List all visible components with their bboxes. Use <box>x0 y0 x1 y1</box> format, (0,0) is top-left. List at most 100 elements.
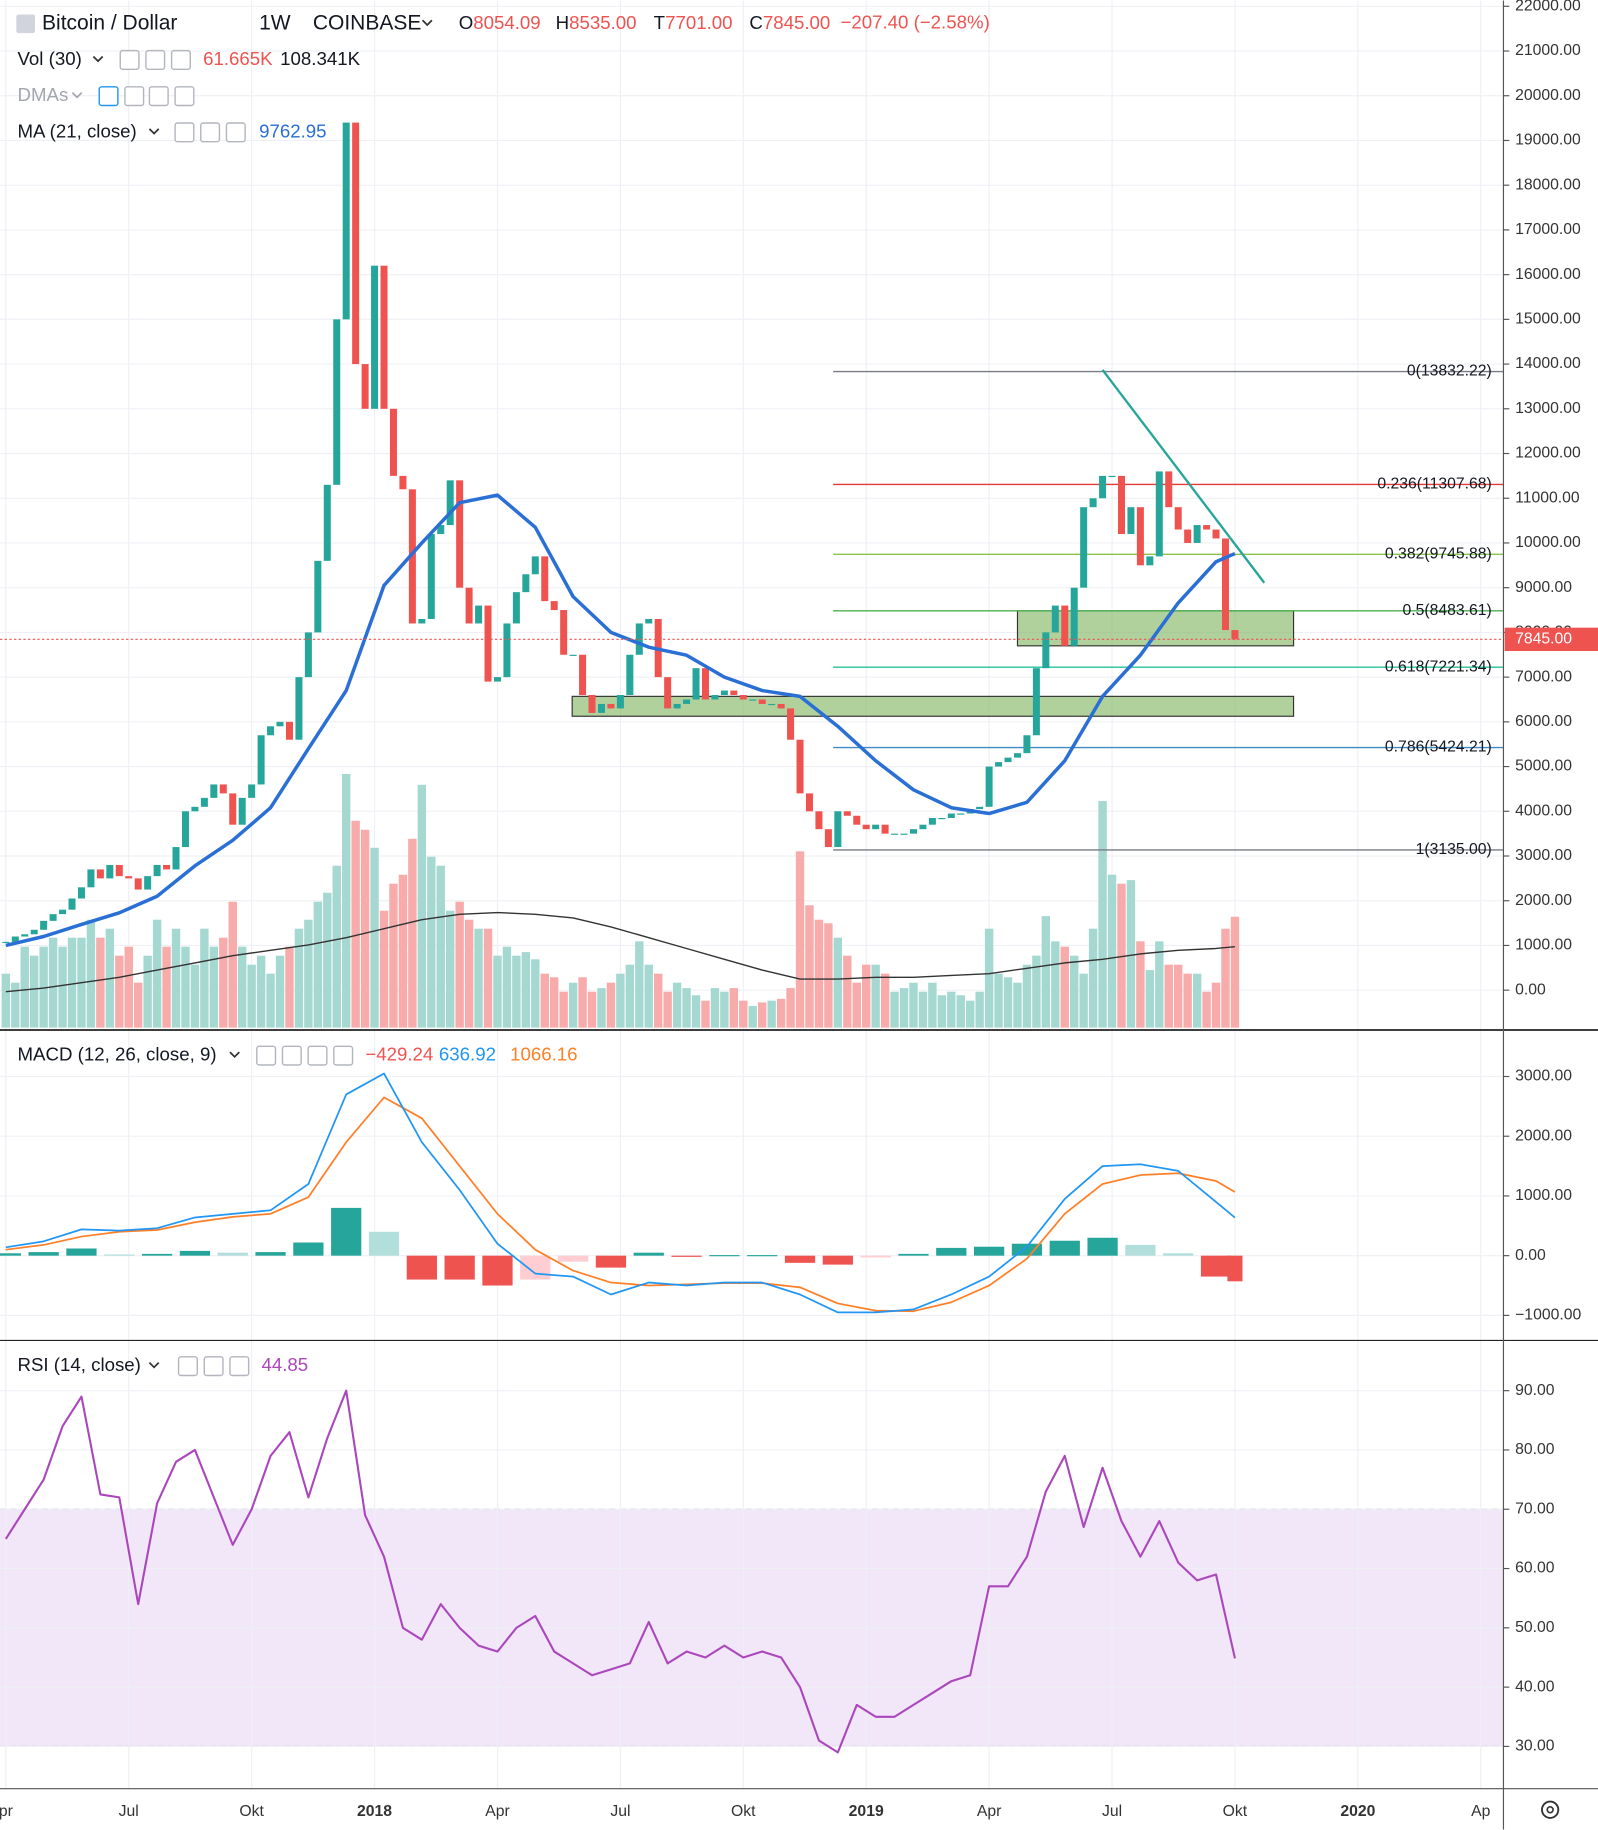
candle <box>493 677 501 682</box>
dropdown-chevron[interactable] <box>71 92 83 99</box>
candle <box>87 869 95 888</box>
candle <box>692 668 700 700</box>
candle <box>238 797 246 825</box>
candle <box>909 829 917 834</box>
volume-bar <box>1013 982 1022 1028</box>
y-tick-label: 6000.00 <box>1515 713 1572 730</box>
volume-bar <box>464 919 474 1028</box>
macd-name[interactable]: MACD (12, 26, close, 9) <box>18 1044 217 1065</box>
dropdown-chevron[interactable] <box>92 55 104 63</box>
visibility-button[interactable] <box>98 86 119 107</box>
candle <box>1136 507 1144 566</box>
candle <box>191 806 199 812</box>
visibility-button[interactable] <box>177 1356 198 1377</box>
visibility-button[interactable] <box>256 1045 277 1066</box>
candle <box>11 936 19 942</box>
candle <box>59 909 67 915</box>
fib-label: 0(13832.22) <box>1407 363 1492 380</box>
settings-button[interactable] <box>203 1356 224 1377</box>
remove-button[interactable] <box>174 86 195 107</box>
volume-bar <box>521 952 531 1028</box>
candle <box>1203 525 1211 530</box>
source-button[interactable] <box>307 1045 328 1066</box>
quote-low: T7701.00 <box>654 12 733 33</box>
visibility-button[interactable] <box>119 49 140 71</box>
settings-button[interactable] <box>124 86 145 107</box>
volume-bar <box>918 991 928 1028</box>
remove-button[interactable] <box>170 49 191 71</box>
volume-bar <box>587 991 597 1028</box>
fib-label: 0.618(7221.34) <box>1385 658 1492 675</box>
candle <box>418 618 426 624</box>
macd-histogram-bar <box>141 1253 173 1256</box>
macd-histogram-bar <box>1049 1240 1080 1256</box>
macd-histogram-bar <box>595 1255 627 1268</box>
macd-histogram-bar <box>1011 1243 1043 1256</box>
volume-bar <box>512 955 521 1028</box>
volume-bar <box>1107 874 1117 1028</box>
y-tick-label: 21000.00 <box>1515 42 1581 59</box>
candle <box>938 817 946 820</box>
y-tick-label: 7000.00 <box>1515 668 1572 685</box>
ma-name[interactable]: MA (21, close) <box>18 120 137 141</box>
volume-bar <box>58 946 67 1028</box>
candle <box>957 813 965 815</box>
candle <box>295 677 303 740</box>
y-tick-label: 12000.00 <box>1515 445 1581 462</box>
symbol-title[interactable]: Bitcoin / Dollar <box>42 11 177 34</box>
volume-bar <box>483 928 493 1028</box>
volume-bar <box>758 1002 767 1028</box>
dropdown-chevron[interactable] <box>229 1051 240 1059</box>
visibility-button[interactable] <box>174 122 195 143</box>
volume-bar <box>1041 916 1051 1028</box>
candle <box>1108 475 1116 478</box>
remove-button[interactable] <box>229 1356 250 1377</box>
candle <box>40 920 48 930</box>
candle <box>541 556 549 602</box>
remove-button[interactable] <box>333 1045 354 1066</box>
settings-icon[interactable] <box>1541 1800 1560 1819</box>
candle <box>219 784 227 794</box>
volume-bar <box>880 973 890 1028</box>
interval[interactable]: 1W <box>259 11 291 34</box>
x-tick-label: Ap <box>1471 1803 1491 1820</box>
settings-button[interactable] <box>281 1045 302 1066</box>
rsi-value: 44.85 <box>261 1354 308 1375</box>
candle <box>891 833 899 835</box>
volume-bar <box>1164 964 1173 1028</box>
candle <box>664 677 672 709</box>
volume-bar <box>1136 941 1145 1028</box>
y-tick-label: 11000.00 <box>1515 489 1580 506</box>
volume-bar <box>616 973 625 1028</box>
dropdown-chevron[interactable] <box>148 128 160 135</box>
candle <box>361 364 369 409</box>
symbol-icon[interactable] <box>16 14 36 34</box>
volume-bar <box>568 982 578 1028</box>
dmas-name[interactable]: DMAs <box>18 84 69 105</box>
volume-bar <box>1155 941 1164 1028</box>
settings-button[interactable] <box>200 122 221 143</box>
remove-button[interactable] <box>225 122 246 143</box>
volume-name[interactable]: Vol (30) <box>18 48 82 69</box>
exchange[interactable]: COINBASE <box>313 11 422 34</box>
source-button[interactable] <box>148 86 169 107</box>
settings-button[interactable] <box>145 49 166 71</box>
candle <box>475 605 483 624</box>
dropdown-chevron[interactable] <box>421 19 433 27</box>
settings-gear[interactable] <box>1541 1800 1560 1819</box>
volume-bar <box>748 1006 757 1028</box>
volume-bar <box>133 982 143 1028</box>
volume-bar <box>67 937 77 1028</box>
volume-bar <box>1051 941 1060 1028</box>
rsi-name[interactable]: RSI (14, close) <box>18 1354 141 1375</box>
y-tick-label: 0.00 <box>1515 1247 1546 1264</box>
candle <box>673 703 681 709</box>
rsi-line <box>4 1389 1236 1754</box>
volume-bar <box>776 998 786 1028</box>
candle <box>777 703 785 709</box>
volume-bar <box>701 1000 710 1028</box>
candle <box>304 632 312 678</box>
dropdown-chevron[interactable] <box>148 1362 160 1369</box>
candle <box>1080 507 1088 588</box>
macd-histogram-bar <box>66 1248 97 1256</box>
